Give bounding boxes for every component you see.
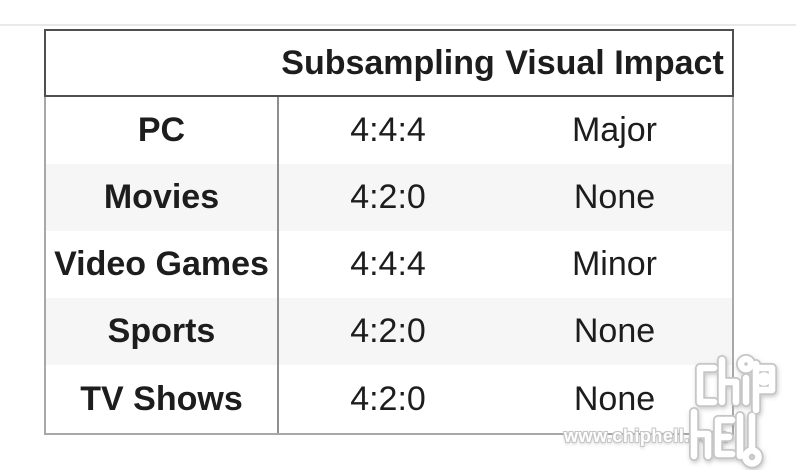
visual-impact-value: None [573,312,656,350]
visual-impact-value: None [573,178,656,216]
watermark-url-text: www.chiphell.com [564,426,729,446]
table-body: PC 4:4:4 Major Movies 4:2:0 None Video G… [44,97,734,435]
row-label: PC [46,97,279,164]
visual-impact-value: Major [571,111,658,149]
row-label: Sports [46,298,279,365]
table-header-row: Subsampling Visual Impact [44,29,734,97]
column-header-subsampling: Subsampling [281,43,495,82]
visual-impact-value: None [573,379,656,418]
subsampling-value: 4:2:0 [350,178,426,216]
chiphell-logo-icon [686,352,796,470]
table-row-tv-shows: TV Shows 4:2:0 None [46,365,732,433]
table-row-pc: PC 4:4:4 Major [46,97,732,164]
visual-impact-value: Minor [571,245,658,283]
top-divider-line [0,24,796,26]
row-label: Video Games [46,231,279,298]
subsampling-value: 4:2:0 [350,312,426,350]
row-label: Movies [46,164,279,231]
subsampling-value: 4:2:0 [350,379,426,418]
table-row-movies: Movies 4:2:0 None [46,164,732,231]
row-label: TV Shows [46,365,279,433]
table-row-video-games: Video Games 4:4:4 Minor [46,231,732,298]
subsampling-value: 4:4:4 [350,245,426,283]
column-header-visual-impact: Visual Impact [505,43,724,82]
table-row-sports: Sports 4:2:0 None [46,298,732,365]
subsampling-value: 4:4:4 [350,111,426,149]
